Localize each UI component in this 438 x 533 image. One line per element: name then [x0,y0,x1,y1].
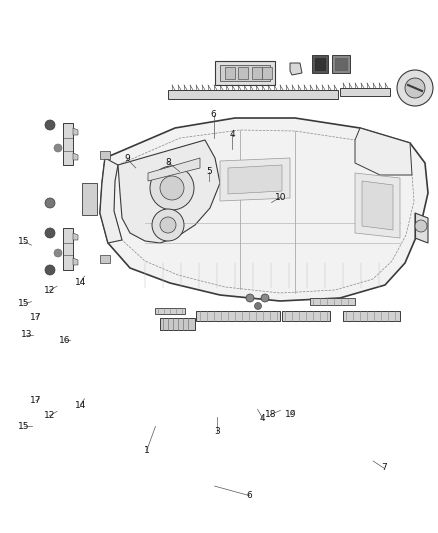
Text: 6: 6 [247,491,253,500]
Circle shape [261,294,269,302]
Polygon shape [196,311,280,321]
Polygon shape [73,258,78,265]
Text: 12: 12 [44,411,55,420]
Text: 10: 10 [275,193,286,201]
Text: 13: 13 [21,330,32,339]
Circle shape [152,209,184,241]
Polygon shape [312,55,328,73]
Polygon shape [215,61,275,85]
Text: 17: 17 [30,313,42,321]
Text: 14: 14 [74,278,86,287]
Circle shape [397,70,433,106]
Circle shape [45,120,55,130]
Polygon shape [220,158,290,201]
Polygon shape [355,128,412,175]
Text: 15: 15 [18,422,30,431]
Polygon shape [63,228,73,270]
Circle shape [246,294,254,302]
Text: 8: 8 [166,158,172,167]
Text: 4: 4 [230,130,235,139]
Polygon shape [148,158,200,181]
Circle shape [254,303,261,310]
Polygon shape [160,318,195,330]
Text: 12: 12 [44,286,55,295]
Polygon shape [362,181,393,230]
Circle shape [45,228,55,238]
Polygon shape [100,158,122,243]
Polygon shape [282,311,330,321]
Circle shape [160,176,184,200]
Polygon shape [73,128,78,135]
Polygon shape [155,308,185,314]
Text: 7: 7 [381,464,387,472]
Polygon shape [343,311,400,321]
Polygon shape [100,255,110,263]
Polygon shape [82,183,97,215]
Polygon shape [168,90,338,99]
Text: 1: 1 [144,446,150,455]
Polygon shape [335,58,347,70]
Polygon shape [228,165,282,194]
Polygon shape [100,151,110,159]
Polygon shape [252,67,262,79]
Text: 18: 18 [265,410,276,419]
Text: 5: 5 [206,167,212,176]
Circle shape [160,217,176,233]
Polygon shape [340,88,390,96]
Polygon shape [332,55,350,73]
Circle shape [150,166,194,210]
Polygon shape [220,65,270,81]
Circle shape [415,220,427,232]
Polygon shape [225,67,235,79]
Circle shape [45,265,55,275]
Text: 9: 9 [124,155,130,163]
Polygon shape [100,118,428,301]
Text: 4: 4 [260,414,265,423]
Circle shape [405,78,425,98]
Polygon shape [415,213,428,243]
Text: 3: 3 [214,427,220,436]
Text: 17: 17 [30,397,42,405]
Polygon shape [118,140,220,243]
Text: 16: 16 [59,336,71,344]
Text: 19: 19 [285,410,296,419]
Polygon shape [262,67,272,79]
Polygon shape [310,298,355,305]
Polygon shape [238,67,248,79]
Polygon shape [73,233,78,240]
Text: 6: 6 [211,110,217,119]
Circle shape [54,144,62,152]
Text: 15: 15 [18,300,30,308]
Polygon shape [355,173,400,238]
Polygon shape [290,63,302,75]
Circle shape [45,198,55,208]
Circle shape [54,249,62,257]
Polygon shape [63,123,73,165]
Text: 15: 15 [18,237,30,246]
Text: 14: 14 [74,401,86,409]
Polygon shape [73,153,78,160]
Polygon shape [315,58,325,70]
